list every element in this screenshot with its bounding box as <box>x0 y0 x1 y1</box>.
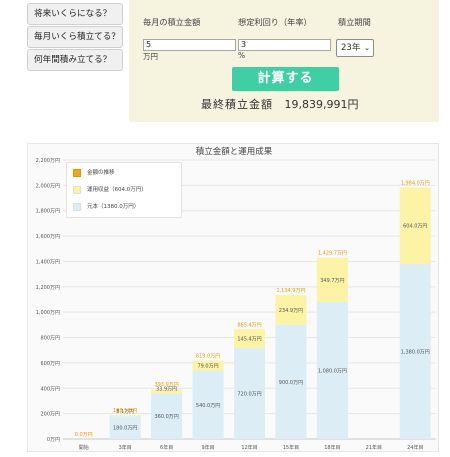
chart-panel: 積立金額と運用成果 0万円 200万円 400万円 600万円 800万円 1,000万円… <box>27 143 439 452</box>
bar-principal <box>109 416 141 439</box>
x-tick-label: 18年目 <box>324 444 340 451</box>
x-tick-label: 3年目 <box>119 444 132 451</box>
bar-principal <box>192 370 224 439</box>
bar-principal <box>151 393 183 439</box>
monthly-amount-label: 毎月の積立金額 <box>143 17 201 27</box>
x-tick-label: 24年目 <box>407 444 423 451</box>
principal-data-label: 360.0万円 <box>154 414 178 420</box>
legend-label-principal: 元本（1380.0万円） <box>87 204 140 210</box>
y-tick-label: 2,000万円 <box>36 183 60 189</box>
bar-gain <box>192 360 224 371</box>
period-label: 積立期間 <box>338 17 371 27</box>
total-data-label: 865.4万円 <box>237 322 261 328</box>
period-select[interactable]: 23年 ⌄ <box>336 39 374 57</box>
bar-gain <box>234 329 265 348</box>
principal-data-label: 1,380.0万円 <box>401 349 430 355</box>
gain-data-label: 145.4万円 <box>237 336 261 342</box>
menu-monthly-amount-button[interactable]: 毎月いくら積立てる？ <box>27 26 123 48</box>
total-data-label: 1,134.9万円 <box>276 288 305 294</box>
principal-data-label: 540.0万円 <box>196 403 220 409</box>
legend-item-gain: 運用収益（604.0万円） <box>73 185 147 197</box>
x-tick-label: 21年目 <box>366 444 382 451</box>
bar-gain <box>275 295 307 325</box>
y-tick-label: 1,800万円 <box>36 209 60 215</box>
legend-swatch-gain <box>73 185 81 194</box>
period-select-value: 23年 <box>341 43 361 53</box>
chart-title: 積立金額と運用成果 <box>196 146 273 157</box>
principal-data-label: 720.0万円 <box>237 391 261 397</box>
calculate-button[interactable]: 計算する <box>232 67 339 91</box>
monthly-amount-input[interactable]: 5 <box>143 39 236 51</box>
bar-principal <box>316 302 348 439</box>
final-amount-value: 19,839,991円 <box>284 98 359 111</box>
legend-swatch-trend <box>73 168 81 177</box>
legend-label-trend: 金額の推移 <box>87 170 115 176</box>
bar-principal <box>234 347 265 439</box>
y-tick-label: 1,000万円 <box>36 310 60 316</box>
gain-data-label: 8.1万円 <box>116 409 134 415</box>
bar-gain <box>151 389 183 394</box>
legend-swatch-principal <box>73 202 81 211</box>
menu-future-value-button[interactable]: 将来いくらになる？ <box>27 3 123 25</box>
y-tick-label: 200万円 <box>40 412 60 418</box>
bar-gain <box>316 257 348 303</box>
total-data-label: 0.0万円 <box>75 432 93 438</box>
calculator-panel: 毎月の積立金額 想定利回り（年率） 積立期間 5 万円 3 % 23年 ⌄ 計算… <box>129 0 439 122</box>
legend-item-principal: 元本（1380.0万円） <box>73 202 139 214</box>
y-tick-label: 800万円 <box>40 336 60 342</box>
principal-data-label: 1,080.0万円 <box>318 369 347 375</box>
total-data-label: 188.1万円 <box>113 408 137 414</box>
bar-gain <box>399 187 431 264</box>
y-tick-label: 1,200万円 <box>36 285 60 291</box>
gain-data-label: 604.0万円 <box>403 224 427 230</box>
chart-bars <box>109 187 431 439</box>
total-data-label: 1,984.0万円 <box>401 180 430 186</box>
monthly-amount-unit: 万円 <box>143 52 158 61</box>
expected-rate-unit: % <box>238 51 246 60</box>
chart: 積立金額と運用成果 0万円 200万円 400万円 600万円 800万円 1,000万円… <box>36 146 436 451</box>
x-tick-label: 9年目 <box>201 444 214 451</box>
gain-data-label: 234.9万円 <box>279 308 303 314</box>
total-data-label: 1,429.7万円 <box>318 251 347 257</box>
gain-data-label: 349.7万円 <box>320 278 344 284</box>
y-tick-label: 600万円 <box>40 361 60 367</box>
bar-principal <box>399 263 431 439</box>
chart-labels: 0万円 200万円 400万円 600万円 800万円 1,000万円 1,200万円 1,4… <box>36 158 430 451</box>
y-tick-label: 400万円 <box>40 386 60 392</box>
expected-rate-input[interactable]: 3 <box>238 39 331 51</box>
calculator-type-menu: 将来いくらになる？ 毎月いくら積立てる？ 何年間積み立てる？ <box>27 3 123 72</box>
y-tick-label: 0万円 <box>47 437 60 443</box>
legend-label-gain: 運用収益（604.0万円） <box>87 187 147 193</box>
y-tick-label: 1,400万円 <box>36 259 60 265</box>
y-tick-label: 1,600万円 <box>36 234 60 240</box>
gain-data-label: 79.0万円 <box>197 364 218 370</box>
chart-legend: 金額の推移 運用収益（604.0万円） 元本（1380.0万円） <box>66 162 182 218</box>
total-data-label: 619.0万円 <box>196 353 220 359</box>
y-tick-label: 2,200万円 <box>36 158 60 164</box>
chart-grid <box>63 159 436 440</box>
gain-data-label: 33.9万円 <box>156 386 177 392</box>
x-tick-label: 12年目 <box>241 444 257 451</box>
chevron-down-icon: ⌄ <box>364 44 370 52</box>
final-amount: 最終積立金額 19,839,991円 <box>201 96 358 112</box>
bar-principal <box>275 324 307 439</box>
menu-period-button[interactable]: 何年間積み立てる？ <box>27 49 123 71</box>
legend-item-trend: 金額の推移 <box>73 168 115 180</box>
final-amount-label: 最終積立金額 <box>201 98 273 111</box>
x-tick-label: 15年目 <box>283 444 299 451</box>
x-tick-label: 開始 <box>79 444 89 451</box>
expected-rate-label: 想定利回り（年率） <box>238 17 312 27</box>
principal-data-label: 180.0万円 <box>113 426 137 432</box>
principal-data-label: 900.0万円 <box>279 380 303 386</box>
x-tick-label: 6年目 <box>160 444 173 451</box>
total-data-label: 393.9万円 <box>154 382 178 388</box>
bar-gain <box>109 415 141 417</box>
